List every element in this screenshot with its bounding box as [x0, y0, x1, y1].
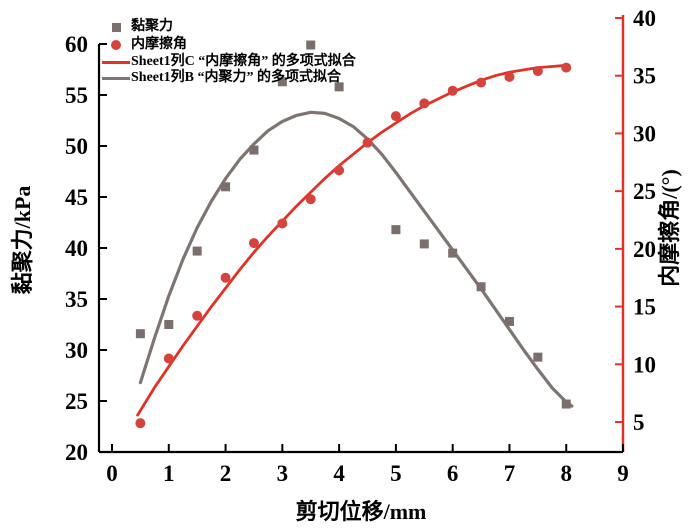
friction-data-point — [419, 98, 430, 109]
y-left-tick-label: 55 — [65, 83, 88, 108]
x-tick-label: 7 — [504, 461, 516, 486]
y-right-tick-label: 20 — [633, 237, 656, 262]
y-right-axis-title: 内摩擦角/(°) — [657, 169, 682, 287]
x-tick-label: 6 — [447, 461, 459, 486]
x-tick-label: 8 — [560, 461, 572, 486]
friction-data-point — [532, 66, 543, 77]
y-right-tick-label: 5 — [633, 410, 645, 435]
y-left-tick-label: 45 — [65, 185, 88, 210]
cohesion-data-point — [448, 248, 458, 258]
y-left-tick-label: 50 — [65, 134, 88, 159]
friction-data-point — [192, 310, 203, 321]
friction-data-point — [334, 165, 345, 176]
cohesion-data-point — [221, 182, 231, 192]
cohesion-data-point — [533, 352, 543, 362]
friction-data-point — [277, 218, 288, 229]
y-right-tick-label: 40 — [633, 6, 656, 31]
cohesion-data-point — [561, 399, 571, 409]
friction-data-point — [476, 77, 487, 88]
friction-fit-curve — [136, 63, 571, 417]
cohesion-data-point — [192, 246, 202, 256]
friction-data-point — [163, 353, 174, 364]
x-tick-label: 3 — [277, 461, 289, 486]
cohesion-data-point — [504, 316, 514, 326]
cohesion-data-point — [391, 225, 401, 235]
friction-data-point — [362, 137, 373, 148]
cohesion-data-point — [277, 77, 287, 87]
cohesion-data-point — [135, 329, 145, 339]
cohesion-data-point — [476, 282, 486, 292]
y-left-axis-title: 黏聚力/kPa — [10, 186, 35, 295]
friction-data-point — [305, 194, 316, 205]
friction-data-point — [561, 62, 572, 73]
friction-data-point — [220, 272, 231, 283]
cohesion-data-point — [164, 320, 174, 329]
x-tick-label: 5 — [390, 461, 402, 486]
x-tick-label: 9 — [617, 461, 629, 486]
y-left-tick-label: 30 — [65, 338, 88, 363]
y-right-tick-label: 25 — [633, 179, 656, 204]
cohesion-data-point — [334, 82, 344, 92]
cohesion-data-point — [306, 40, 316, 50]
x-tick-label: 4 — [333, 461, 345, 486]
cohesion-fit-curve — [138, 110, 574, 408]
cohesion-data-point — [249, 145, 259, 155]
y-left-tick-label: 40 — [65, 236, 88, 261]
x-tick-label: 0 — [106, 461, 118, 486]
y-right-tick-label: 15 — [633, 295, 656, 320]
x-axis-title: 剪切位移/mm — [296, 499, 427, 524]
cohesion-data-point — [419, 239, 429, 249]
y-left-tick-label: 20 — [65, 440, 88, 465]
x-tick-label: 1 — [163, 461, 175, 486]
y-right-tick-label: 10 — [633, 352, 656, 377]
x-tick-label: 2 — [220, 461, 232, 486]
friction-data-point — [135, 418, 146, 429]
y-right-tick-label: 30 — [633, 121, 656, 146]
friction-data-point — [504, 71, 515, 82]
y-left-tick-label: 25 — [65, 389, 88, 414]
friction-data-point — [248, 238, 259, 249]
y-left-tick-label: 35 — [65, 287, 88, 312]
friction-data-point — [390, 111, 401, 122]
y-left-tick-label: 60 — [65, 32, 88, 57]
y-right-tick-label: 35 — [633, 64, 656, 89]
friction-data-point — [447, 85, 458, 96]
